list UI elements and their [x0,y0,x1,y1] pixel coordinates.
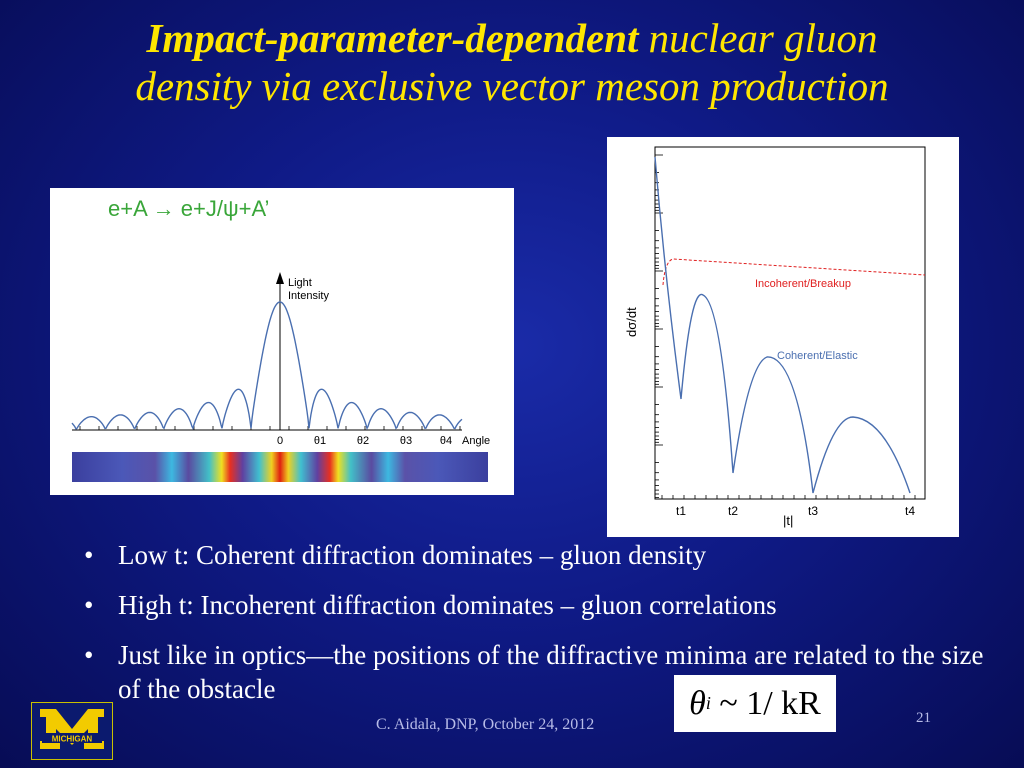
left-ylabel: Light Intensity [288,277,329,302]
left-ylabel-line1: Light [288,277,312,289]
right-x-tick-labels: t1 t2 t3 t4 [676,504,915,518]
university-logo: MICHIGAN [31,702,113,760]
logo-text: MICHIGAN [52,735,93,744]
title-rest-line1: nuclear gluon [648,15,878,61]
right-x-tick-label: t2 [728,504,738,518]
left-xlabel: Angle [462,435,490,447]
diffraction-pattern-chart: e+A → e+J/ψ+A’ Light Intensity Angle 0 θ1… [50,188,514,495]
coherent-elastic-curve [654,156,911,494]
right-plot-frame [654,146,926,500]
left-x-tick-label: θ1 [314,435,326,447]
intensity-curve [71,301,463,431]
left-x-tick-label: 0 [277,435,283,447]
cross-section-chart: Incoherent/Breakup Coherent/Elastic dσ/d… [607,137,959,537]
right-x-ticks [661,495,916,499]
formula-rhs: ~ 1/ kR [719,684,821,722]
left-ylabel-line2: Intensity [288,290,329,302]
slide-title: Impact-parameter-dependent nuclear gluon… [0,14,1024,110]
title-bold-part: Impact-parameter-dependent [146,15,639,61]
page-number: 21 [916,710,931,726]
bullet-text: Low t: Coherent diffraction dominates – … [118,540,707,570]
coherent-elastic-label: Coherent/Elastic [777,350,858,362]
right-xlabel: |t| [783,513,793,528]
left-x-tick-labels: 0 θ1 θ2 θ3 θ4 [277,435,452,447]
title-line2: density via exclusive vector meson produ… [135,63,889,109]
left-chart-title: e+A → e+J/ψ+A’ [108,196,269,221]
logo-svg: MICHIGAN [40,709,104,749]
bullet-item: • High t: Incoherent diffraction dominate… [84,588,984,622]
logo-banner [42,733,102,743]
bullet-list: • Low t: Coherent diffraction dominates –… [84,538,984,722]
diffraction-svg: e+A → e+J/ψ+A’ Light Intensity Angle 0 θ1… [71,196,490,482]
interference-spectrum-band [72,452,488,482]
left-x-tick-label: θ2 [357,435,369,447]
formula-subscript: i [705,693,711,713]
bullet-dot: • [84,640,94,670]
bullet-item: • Low t: Coherent diffraction dominates –… [84,538,984,572]
bullet-item: • Just like in optics—the positions of th… [84,638,984,706]
incoherent-breakup-curve [662,258,926,286]
footer-credit: C. Aidala, DNP, October 24, 2012 [376,716,595,733]
bullet-dot: • [84,590,94,620]
right-ylabel: dσ/dt [624,307,639,337]
incoherent-breakup-label: Incoherent/Breakup [755,278,851,290]
cross-section-svg: Incoherent/Breakup Coherent/Elastic dσ/d… [624,146,926,528]
formula-theta: θ [689,684,706,722]
left-x-tick-label: θ3 [400,435,412,447]
bullet-dot: • [84,540,94,570]
right-x-tick-label: t3 [808,504,818,518]
left-y-axis-arrow [276,272,284,284]
left-x-ticks [79,426,461,430]
right-x-tick-label: t4 [905,504,915,518]
bullet-text: High t: Incoherent diffraction dominates… [118,590,777,620]
left-x-tick-label: θ4 [440,435,452,447]
bullet-text: Just like in optics—the positions of the… [118,640,984,704]
right-x-tick-label: t1 [676,504,686,518]
